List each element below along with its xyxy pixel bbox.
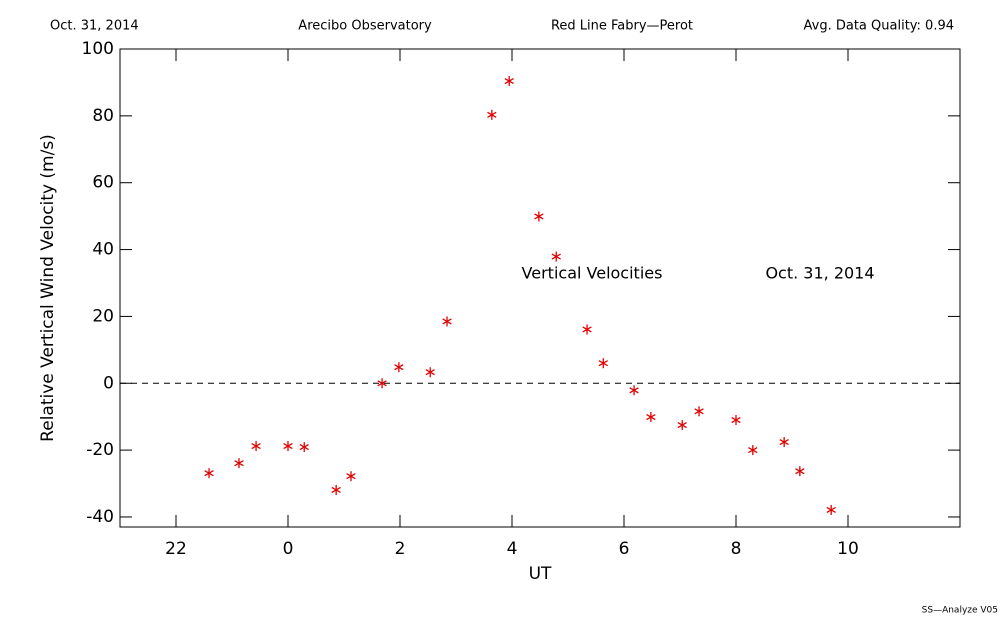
point-stroke [283, 443, 293, 450]
y-tick-label: -20 [86, 440, 114, 460]
point-stroke [299, 444, 309, 451]
point-stroke [779, 439, 789, 446]
header-site: Arecibo Observatory [298, 19, 432, 34]
header-date: Oct. 31, 2014 [50, 19, 139, 34]
point-stroke [598, 360, 608, 367]
point [629, 385, 639, 396]
point-stroke [826, 506, 836, 514]
annotation: Vertical Velocities [522, 264, 663, 283]
point-stroke [346, 473, 356, 480]
point [251, 441, 261, 452]
point [487, 109, 497, 120]
point [582, 324, 592, 335]
point [551, 251, 561, 262]
point-stroke [694, 408, 704, 415]
point-stroke [534, 213, 544, 220]
point-stroke [731, 416, 741, 424]
point [234, 458, 244, 469]
x-axis-label: UT [529, 564, 552, 584]
point [677, 420, 687, 431]
point-stroke [487, 111, 497, 118]
x-tick-label: 0 [283, 539, 294, 559]
point [346, 471, 356, 482]
y-tick-label: 80 [92, 106, 114, 126]
point-stroke [748, 447, 758, 454]
x-tick-label: 8 [731, 539, 742, 559]
point-stroke [204, 470, 214, 477]
x-tick-label: 4 [507, 539, 518, 559]
y-tick-label: 0 [103, 373, 114, 393]
point-stroke [425, 369, 435, 376]
point-stroke [234, 460, 244, 467]
point [442, 316, 452, 327]
x-tick-label: 10 [837, 539, 859, 559]
point-stroke [646, 413, 656, 421]
plot-frame [119, 48, 961, 528]
point [534, 211, 544, 222]
y-tick-label: 20 [92, 306, 114, 326]
annotation: Oct. 31, 2014 [765, 264, 874, 283]
point [826, 504, 836, 515]
point-stroke [582, 326, 592, 333]
point [299, 442, 309, 453]
point [748, 445, 758, 456]
point [283, 441, 293, 452]
y-tick-label: 100 [82, 39, 114, 59]
point [731, 415, 741, 426]
y-tick-label: 60 [92, 173, 114, 193]
header-quality: Avg. Data Quality: 0.94 [804, 19, 954, 34]
y-axis-label: Relative Vertical Wind Velocity (m/s) [38, 134, 58, 442]
point [795, 466, 805, 477]
point [646, 412, 656, 423]
point [425, 367, 435, 378]
y-tick-label: 40 [92, 240, 114, 260]
point-stroke [394, 364, 404, 371]
point-stroke [629, 387, 639, 394]
y-tick-label: -40 [86, 507, 114, 527]
point-stroke [377, 380, 387, 387]
point [504, 76, 514, 87]
point-stroke [504, 78, 514, 85]
point-stroke [251, 443, 261, 450]
point-stroke [551, 253, 561, 260]
point [204, 468, 214, 479]
x-tick-label: 22 [165, 539, 187, 559]
point [779, 437, 789, 448]
point [394, 362, 404, 373]
point [377, 378, 387, 389]
point [331, 484, 341, 495]
header-instrument: Red Line Fabry—Perot [551, 19, 693, 34]
point-stroke [331, 486, 341, 493]
point [694, 406, 704, 417]
x-tick-label: 6 [619, 539, 630, 559]
point-stroke [677, 421, 687, 429]
point-stroke [795, 468, 805, 475]
x-tick-label: 2 [395, 539, 406, 559]
point [598, 358, 608, 369]
footer: SS—Analyze V05 [922, 606, 998, 616]
point-stroke [442, 318, 452, 325]
